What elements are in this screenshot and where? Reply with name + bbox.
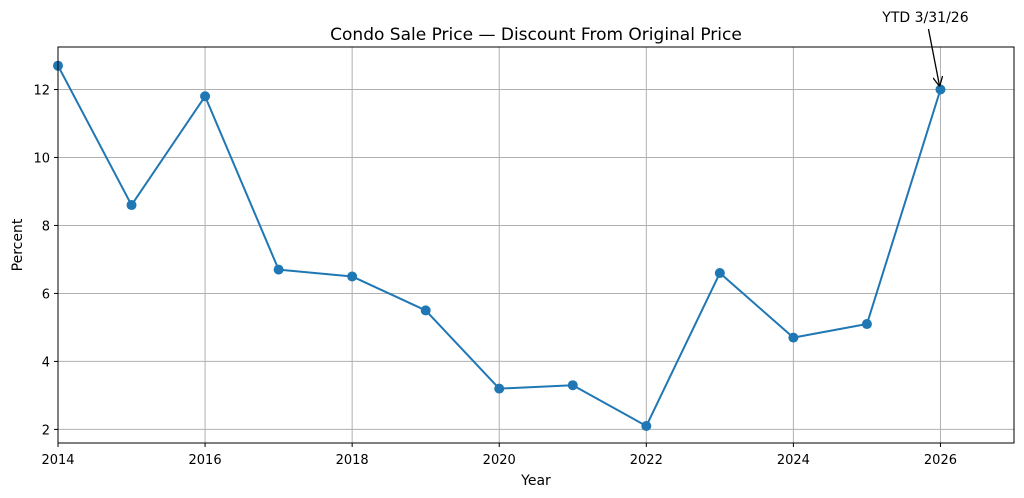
chart-title: Condo Sale Price — Discount From Origina… [330,25,742,45]
data-point [714,268,725,279]
y-tick-label: 10 [33,151,50,166]
data-point [567,380,578,391]
axis-ticks: 2014 2016 2018 2020 2022 2024 2026 2 4 6 8 10 12 [33,83,957,468]
x-tick-label: 2018 [336,453,369,468]
data-point [861,319,872,330]
annotation-label: YTD 3/31/26 [881,10,968,26]
data-point [420,305,431,316]
x-tick-label: 2026 [924,453,957,468]
y-tick-label: 6 [42,287,50,302]
annotation-layer: YTD 3/31/26 [881,10,969,85]
data-point [494,383,505,394]
x-tick-label: 2016 [189,453,222,468]
data-point [273,264,284,275]
data-point [641,421,652,432]
y-axis-label: Percent [10,218,26,271]
data-point [935,84,946,95]
annotation-arrow [927,28,939,85]
data-point [200,91,211,102]
y-tick-label: 2 [42,423,50,438]
x-tick-label: 2020 [483,453,516,468]
x-tick-label: 2024 [777,453,810,468]
x-tick-label: 2022 [630,453,663,468]
data-point [126,200,137,211]
plot-frame [57,46,1015,444]
grid-lines [57,47,1014,443]
x-tick-label: 2014 [41,453,74,468]
series-layer [53,60,946,432]
y-tick-label: 12 [33,83,50,98]
y-tick-label: 8 [42,219,50,234]
data-point [347,271,358,282]
data-point [788,332,799,343]
y-tick-label: 4 [42,355,50,370]
x-axis-label: Year [520,473,551,489]
